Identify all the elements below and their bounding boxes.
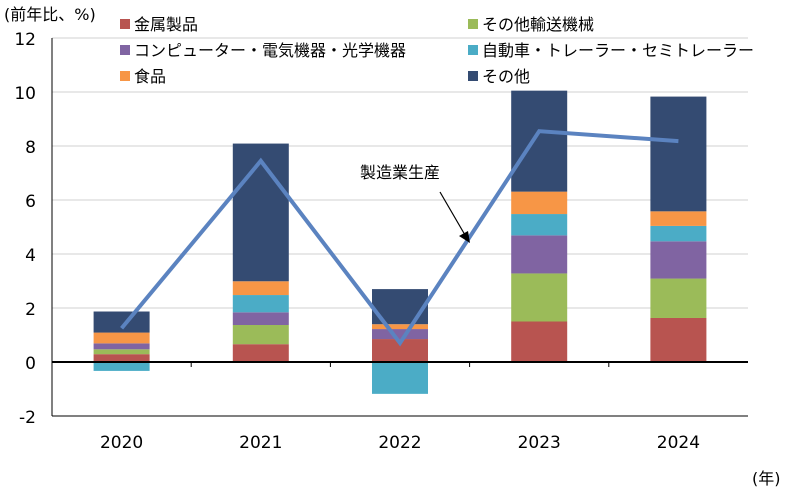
bar-segment	[511, 90, 568, 192]
legend-label: その他輸送機械	[482, 15, 594, 34]
line-series-manufacturing	[120, 129, 679, 347]
bar-segment	[511, 273, 568, 322]
legend-label: その他	[482, 67, 530, 86]
x-tick-label: 2022	[378, 433, 421, 453]
bar-segment	[511, 235, 568, 274]
y-tick-label: 4	[25, 246, 36, 266]
bar-segment	[232, 312, 289, 326]
x-tick-label: 2023	[518, 433, 561, 453]
legend-swatch	[120, 71, 130, 81]
y-tick-label: -2	[19, 408, 36, 428]
bar-segment	[93, 349, 150, 355]
bar-segment	[650, 278, 707, 318]
x-tick-label: 2024	[657, 433, 700, 453]
legend-label: 自動車・トレーラー・セミトレーラー	[482, 41, 754, 60]
legend-swatch	[468, 45, 478, 55]
bar-segment	[650, 211, 707, 226]
y-tick-label: 0	[25, 354, 36, 374]
y-tick-label: 12	[14, 30, 36, 50]
annotation-arrow	[439, 191, 470, 243]
y-tick-label: 2	[25, 300, 36, 320]
bar-segment	[93, 332, 150, 344]
bar-segment	[372, 329, 428, 340]
bar-segment	[93, 362, 150, 371]
y-axis-label: (前年比、%)	[4, 5, 96, 24]
bar-segment	[232, 325, 289, 345]
bar-segment	[511, 191, 568, 215]
bar-segment	[93, 354, 150, 362]
y-tick-label: 8	[25, 138, 36, 158]
legend-swatch	[468, 19, 478, 29]
bar-segment	[232, 143, 289, 282]
bar-segment	[650, 317, 707, 362]
x-tick-label: 2021	[239, 433, 282, 453]
bar-segment	[232, 295, 289, 313]
bar-segment	[372, 339, 428, 362]
bar-segment	[372, 362, 428, 394]
bar-segment	[511, 214, 568, 236]
legend-swatch	[120, 45, 130, 55]
x-axis-label: (年)	[752, 469, 781, 488]
bar-segment	[511, 321, 568, 362]
legend-label: 金属製品	[134, 15, 198, 34]
y-tick-label: 10	[14, 84, 36, 104]
bar-segment	[232, 344, 289, 362]
bar-segment	[93, 343, 150, 350]
bar-segment	[93, 311, 150, 333]
y-tick-label: 6	[25, 192, 36, 212]
legend-swatch	[468, 71, 478, 81]
x-tick-label: 2020	[100, 433, 143, 453]
legend-label: 食品	[134, 67, 166, 86]
bar-segment	[650, 225, 707, 242]
bar-segment	[232, 281, 289, 296]
bar-segment	[650, 241, 707, 279]
bar-segment	[372, 324, 428, 330]
legend-label: コンピューター・電気機器・光学機器	[134, 41, 406, 60]
line-annotation: 製造業生産	[360, 163, 440, 182]
bar-segment	[650, 96, 707, 212]
legend-swatch	[120, 19, 130, 29]
